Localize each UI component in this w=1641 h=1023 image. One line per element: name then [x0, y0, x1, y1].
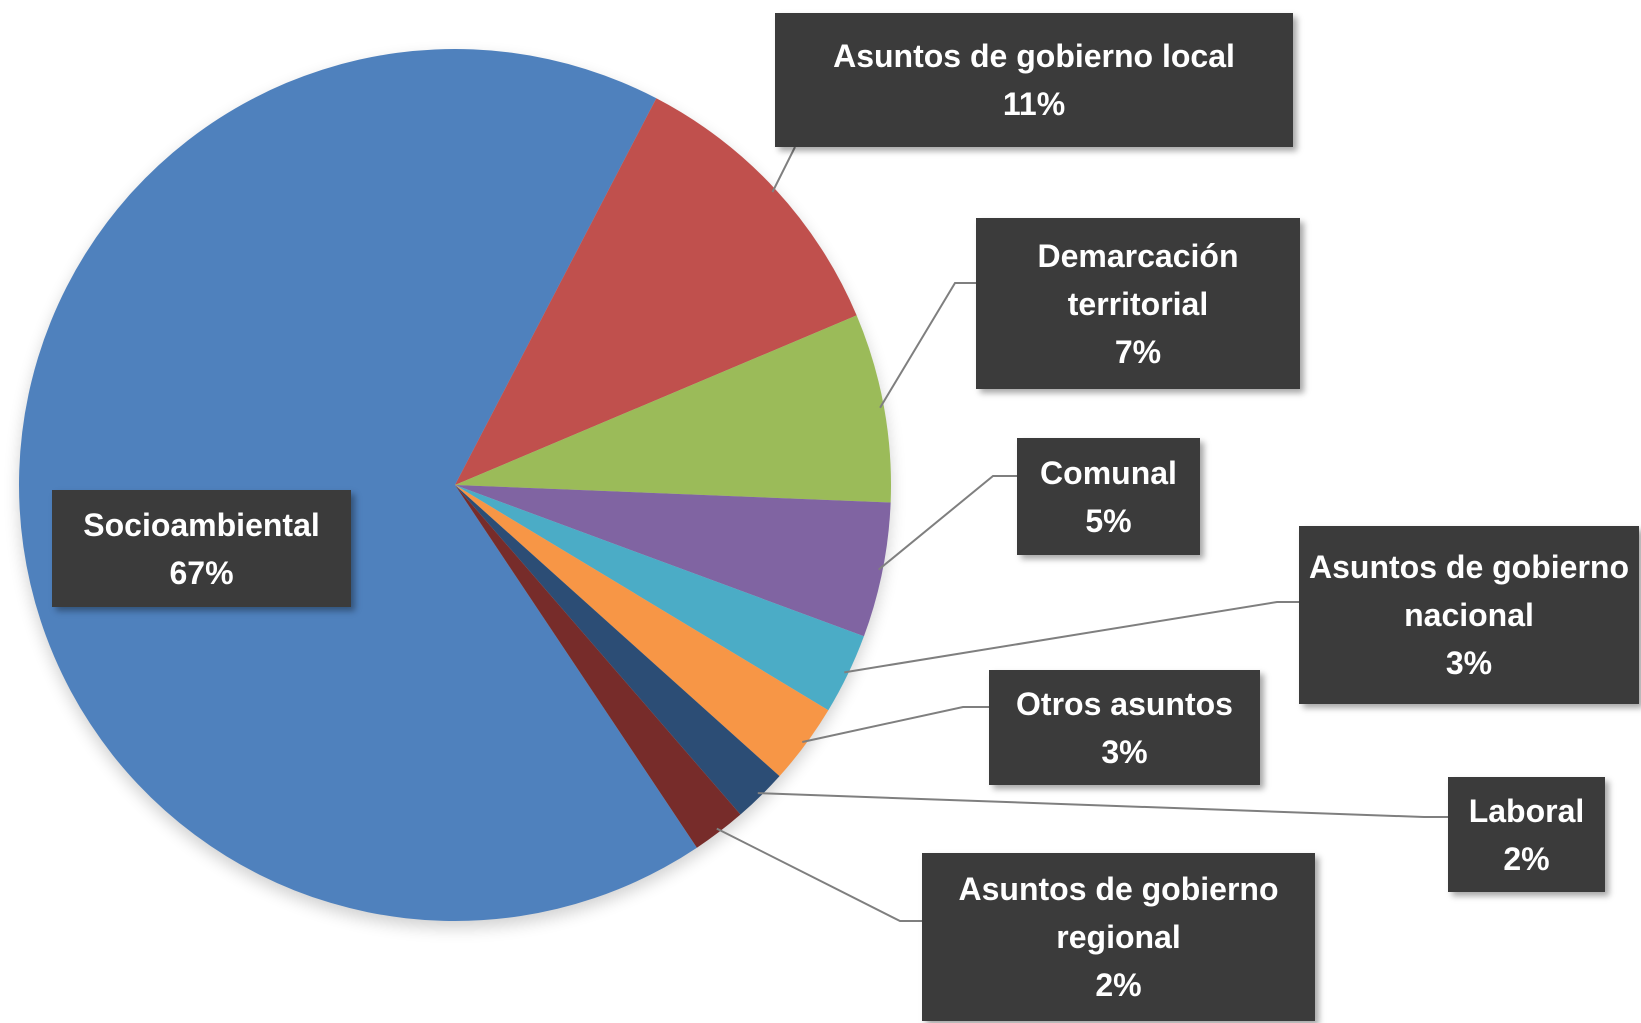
leader-line [844, 601, 1299, 674]
label-name: Otros asuntos [1016, 685, 1233, 722]
leader-line [877, 475, 1017, 571]
data-label: Laboral 2% [1448, 777, 1605, 892]
label-value: 2% [1095, 967, 1142, 1003]
pie-slice [455, 315, 891, 503]
pie-slice [455, 485, 864, 711]
pie-slice [455, 98, 857, 485]
data-label: Socioambiental 67% [52, 490, 351, 607]
data-label: Otros asuntos 3% [989, 670, 1260, 785]
label-value: 3% [1445, 645, 1493, 681]
pie-slice [455, 485, 891, 637]
label-name: Asuntos de gobierno regional [958, 871, 1279, 955]
label-value: 11% [1002, 86, 1066, 122]
data-label: Asuntos de gobierno regional 2% [922, 853, 1315, 1021]
label-name: Socioambiental [83, 506, 320, 543]
pie-slice [455, 485, 780, 815]
label-name: Asuntos de gobierno local [833, 38, 1235, 74]
pie-slice [455, 485, 741, 848]
leader-line [716, 827, 922, 922]
data-label: Asuntos de gobierno local 11% [775, 13, 1293, 147]
label-value: 5% [1085, 502, 1132, 539]
label-name: Laboral [1468, 792, 1585, 829]
label-name: Demarcación territorial [1037, 237, 1239, 322]
leader-line [757, 792, 1448, 818]
label-value: 3% [1101, 733, 1148, 770]
label-name: Comunal [1040, 454, 1177, 491]
data-label: Asuntos de gobierno nacional 3% [1299, 526, 1639, 704]
data-label: Demarcación territorial 7% [976, 218, 1300, 389]
pie-slice [455, 485, 829, 777]
label-value: 67% [169, 554, 234, 591]
label-value: 7% [1114, 333, 1162, 370]
label-name: Asuntos de gobierno nacional [1309, 549, 1629, 633]
leader-line [802, 706, 989, 743]
data-label: Comunal 5% [1017, 438, 1200, 555]
leader-line [771, 146, 796, 193]
leader-line [879, 282, 976, 409]
pie-slice [18, 48, 697, 922]
label-value: 2% [1503, 840, 1550, 877]
